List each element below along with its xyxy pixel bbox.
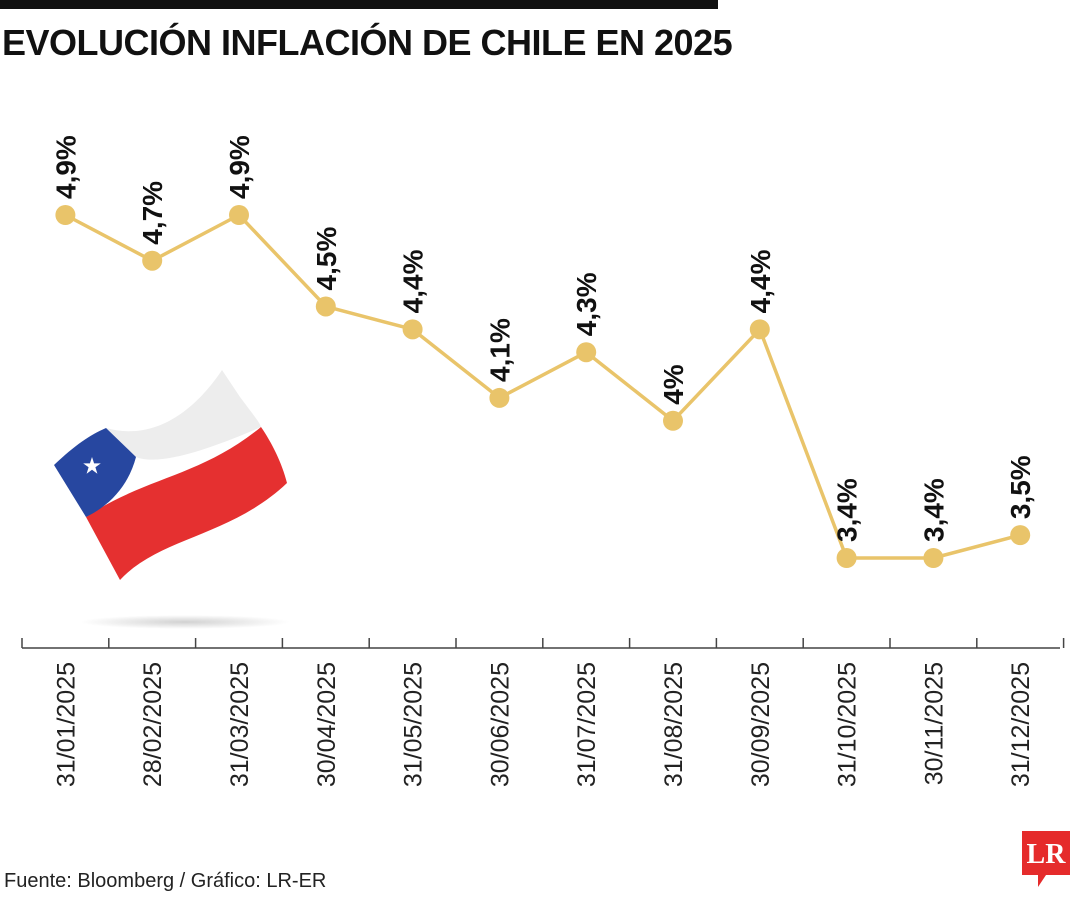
data-point <box>402 319 423 340</box>
x-axis-ticks <box>21 638 1065 648</box>
x-tick-label: 31/12/2025 <box>1007 662 1035 787</box>
chart-title: EVOLUCIÓN INFLACIÓN DE CHILE EN 2025 <box>2 22 733 63</box>
data-label: 4,4% <box>745 249 776 313</box>
data-point <box>576 342 597 363</box>
x-tick-label: 30/11/2025 <box>920 662 948 785</box>
data-point <box>315 296 336 317</box>
data-label: 4,1% <box>484 318 515 382</box>
chile-flag-icon <box>50 365 295 640</box>
line-chart: 31/01/2025 28/02/2025 31/03/2025 30/04/2025… <box>21 135 1065 787</box>
data-label: 4,3% <box>571 272 602 336</box>
x-tick-label: 31/03/2025 <box>226 662 254 787</box>
data-label: 4% <box>658 364 689 405</box>
data-label: 4,7% <box>137 181 168 245</box>
x-tick-label: 31/05/2025 <box>400 662 428 787</box>
data-value-labels: 4,9% 4,7% 4,9% 4,5% 4,4% 4,1% 4,3% 4% 4,4% 3,4% 3,… <box>50 135 1036 542</box>
x-tick-label: 30/06/2025 <box>486 662 514 787</box>
data-point <box>663 410 683 431</box>
data-point <box>229 205 249 225</box>
data-label: 3,4% <box>832 478 863 542</box>
top-accent-bar <box>0 0 718 9</box>
data-point <box>836 548 857 568</box>
x-tick-label: 31/07/2025 <box>573 662 601 787</box>
lr-logo-icon: LR <box>1022 831 1070 887</box>
lr-logo-text: LR <box>1027 839 1067 870</box>
x-tick-label: 28/02/2025 <box>139 662 167 787</box>
x-tick-label: 30/09/2025 <box>747 662 775 787</box>
data-label: 4,5% <box>311 227 342 291</box>
data-point <box>749 319 770 340</box>
data-point-markers <box>55 205 1031 568</box>
x-tick-label: 30/04/2025 <box>313 662 341 787</box>
x-tick-label: 31/01/2025 <box>52 662 80 787</box>
x-axis-tick-labels: 31/01/2025 28/02/2025 31/03/2025 30/04/2025… <box>52 662 1035 787</box>
data-label: 4,9% <box>224 135 255 199</box>
inflation-series-line <box>64 213 1021 560</box>
data-point <box>1010 525 1031 546</box>
data-label: 3,5% <box>1005 455 1036 519</box>
data-point <box>923 548 944 568</box>
data-label: 3,4% <box>918 478 949 542</box>
data-point <box>489 387 510 408</box>
data-point <box>142 250 163 271</box>
data-point <box>55 205 76 225</box>
data-label: 4,4% <box>398 249 429 313</box>
x-tick-label: 31/08/2025 <box>660 662 688 787</box>
data-label: 4,9% <box>50 135 81 199</box>
source-footnote: Fuente: Bloomberg / Gráfico: LR-ER <box>4 870 327 892</box>
x-tick-label: 31/10/2025 <box>834 662 862 787</box>
